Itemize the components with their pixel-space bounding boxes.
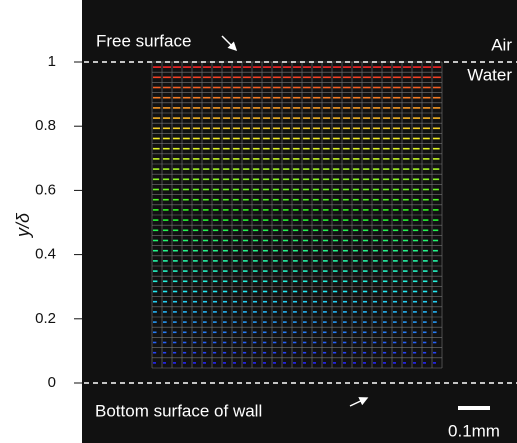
y-tick-label: 1 xyxy=(48,53,56,70)
y-tick-label: 0.4 xyxy=(35,246,56,263)
y-tick-label: 0.6 xyxy=(35,181,56,198)
y-tick-label: 0.8 xyxy=(35,117,56,134)
annotation-arrow xyxy=(349,397,369,407)
annotation: Free surface xyxy=(96,31,191,50)
y-tick-label: 0 xyxy=(48,374,56,391)
y-axis-label: y/δ xyxy=(13,212,33,239)
annotation-arrow xyxy=(221,35,238,52)
annotation: Air xyxy=(491,35,512,54)
y-tick-label: 0.2 xyxy=(35,310,56,327)
annotation: Bottom surface of wall xyxy=(95,401,262,420)
annotation: Water xyxy=(467,65,512,84)
vector-field xyxy=(151,61,443,369)
scale-bar-label: 0.1mm xyxy=(448,421,500,440)
image-background xyxy=(82,0,517,443)
